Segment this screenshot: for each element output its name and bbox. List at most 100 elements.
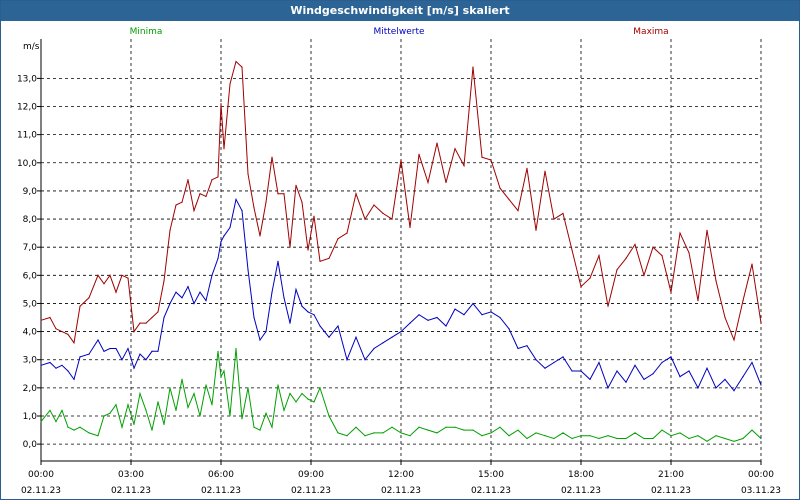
data-point: [337, 432, 339, 434]
data-point: [526, 437, 528, 440]
data-point: [715, 280, 717, 282]
data-point: [661, 429, 663, 431]
data-point: [301, 201, 303, 203]
data-point: [127, 277, 129, 279]
data-point: [346, 232, 348, 234]
data-point: [751, 361, 753, 364]
data-point: [724, 316, 726, 319]
data-point: [670, 435, 672, 437]
data-point: [199, 193, 201, 195]
series-maxima: [40, 60, 762, 345]
data-point: [79, 426, 81, 428]
x-tick-time-label: 06:00: [208, 470, 234, 480]
data-point: [400, 432, 402, 434]
y-tick-label: 8,0: [23, 215, 38, 225]
data-point: [283, 193, 285, 195]
data-point: [481, 435, 483, 437]
data-point: [307, 398, 309, 400]
data-point: [454, 148, 456, 150]
data-point: [313, 215, 315, 217]
series-line-maxima: [40, 60, 762, 345]
data-point: [697, 435, 699, 437]
data-point: [652, 246, 654, 248]
data-point: [187, 179, 189, 181]
data-point: [508, 435, 510, 437]
x-tick-time-label: 15:00: [478, 470, 504, 480]
data-point: [217, 176, 219, 178]
x-tick-time-label: 21:00: [658, 470, 684, 480]
data-point: [652, 373, 654, 375]
data-point: [445, 181, 447, 184]
data-point: [229, 83, 231, 85]
data-point: [133, 367, 135, 369]
y-tick-label: 12,0: [17, 103, 37, 113]
data-point: [472, 302, 474, 305]
data-point: [163, 280, 165, 282]
data-point: [307, 249, 309, 251]
data-point: [235, 198, 237, 200]
data-point: [259, 339, 261, 341]
data-point: [454, 426, 456, 428]
data-point: [139, 322, 141, 324]
x-tick-date-label: 03.11.23: [741, 486, 781, 496]
data-point: [145, 322, 147, 324]
data-point: [181, 297, 183, 299]
data-point: [481, 314, 483, 316]
data-point: [688, 370, 690, 372]
data-point: [553, 437, 555, 440]
data-point: [55, 367, 57, 369]
data-point: [715, 387, 717, 389]
data-point: [751, 263, 753, 265]
data-point: [355, 336, 357, 338]
data-point: [499, 316, 501, 319]
data-point: [217, 257, 219, 259]
data-point: [706, 367, 708, 369]
data-point: [715, 435, 717, 437]
data-point: [205, 384, 207, 386]
data-point: [247, 173, 249, 175]
data-point: [643, 274, 645, 276]
data-point: [562, 356, 564, 358]
data-point: [133, 331, 135, 333]
data-point: [625, 257, 627, 259]
data-point: [211, 404, 213, 406]
data-point: [445, 325, 447, 327]
data-point: [382, 342, 384, 344]
data-point: [553, 218, 555, 220]
data-point: [760, 384, 762, 386]
data-point: [313, 314, 315, 316]
y-tick-label: 7,0: [23, 243, 38, 253]
data-point: [661, 255, 663, 257]
data-point: [760, 437, 762, 440]
data-point: [187, 406, 189, 409]
data-point: [355, 193, 357, 195]
data-point: [634, 243, 636, 245]
data-point: [163, 316, 165, 319]
data-point: [688, 437, 690, 440]
data-point: [535, 229, 537, 231]
data-point: [724, 378, 726, 380]
legend-entry-minima: Minima: [130, 27, 163, 37]
data-point: [400, 331, 402, 333]
data-point: [220, 241, 222, 243]
data-point: [553, 361, 555, 364]
data-point: [199, 291, 201, 293]
data-point: [328, 257, 330, 259]
data-point: [733, 390, 735, 392]
data-point: [562, 212, 564, 214]
data-point: [205, 195, 207, 198]
data-point: [661, 361, 663, 364]
data-point: [88, 353, 90, 355]
data-point: [742, 300, 744, 302]
data-point: [61, 364, 63, 366]
data-point: [247, 269, 249, 271]
data-point: [61, 409, 63, 411]
data-point: [79, 356, 81, 358]
data-point: [115, 291, 117, 293]
data-point: [571, 437, 573, 440]
data-point: [157, 311, 159, 313]
data-point: [205, 300, 207, 302]
data-point: [544, 435, 546, 437]
data-point: [499, 426, 501, 428]
data-point: [169, 229, 171, 231]
